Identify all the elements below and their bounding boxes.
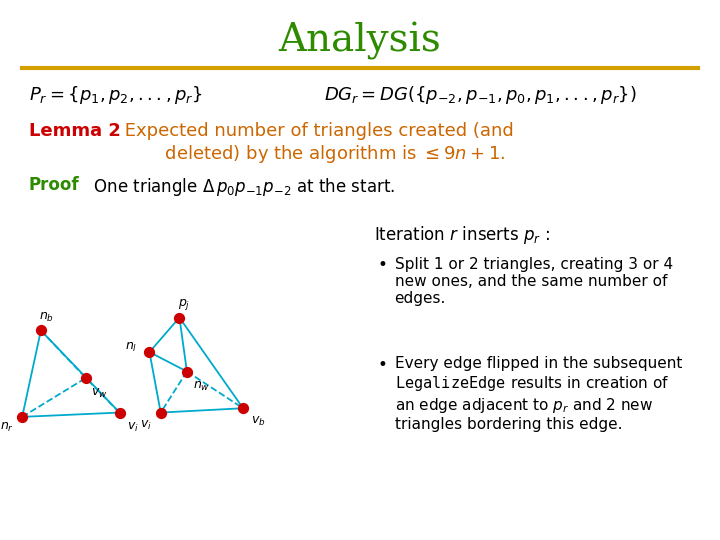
Text: Expected number of triangles created (and
        deleted) by the algorithm is $: Expected number of triangles created (an… [119,122,513,165]
Point [155,408,166,417]
Text: $n_l$: $n_l$ [125,341,138,354]
Point [80,374,91,382]
Text: $v_w$: $v_w$ [91,387,108,400]
Text: $p_j$: $p_j$ [178,297,190,312]
Point [35,326,47,335]
Text: •: • [378,256,388,274]
Point [238,404,249,413]
Point [114,408,125,417]
Text: $n_w$: $n_w$ [192,380,210,393]
Text: $v_b$: $v_b$ [251,415,265,428]
Text: Proof: Proof [29,176,79,193]
Text: Analysis: Analysis [279,22,441,59]
Text: Lemma 2: Lemma 2 [29,122,121,139]
Point [144,348,156,356]
Text: •: • [378,356,388,374]
Text: $n_b$: $n_b$ [39,311,54,324]
Point [17,413,28,421]
Text: $P_r = \{p_1, p_2, ..., p_r\}$: $P_r = \{p_1, p_2, ..., p_r\}$ [29,84,202,106]
Text: One triangle $\Delta\, p_0 p_{-1} p_{-2}$ at the start.: One triangle $\Delta\, p_0 p_{-1} p_{-2}… [83,176,395,198]
Text: Split 1 or 2 triangles, creating 3 or 4
new ones, and the same number of
edges.: Split 1 or 2 triangles, creating 3 or 4 … [395,256,672,306]
Text: $n_r$: $n_r$ [0,421,14,434]
Text: Every edge flipped in the subsequent
$\mathtt{LegalizeEdge}$ results in creation: Every edge flipped in the subsequent $\m… [395,356,682,433]
Text: $v_i$: $v_i$ [127,421,139,434]
Text: Iteration $r$ inserts $p_r$ :: Iteration $r$ inserts $p_r$ : [374,224,551,246]
Text: $v_i$: $v_i$ [140,419,152,432]
Point [181,367,193,376]
Text: $DG_r = DG(\{p_{-2}, p_{-1}, p_0, p_1, ..., p_r\})$: $DG_r = DG(\{p_{-2}, p_{-1}, p_0, p_1, .… [324,84,636,106]
Point [174,313,185,322]
